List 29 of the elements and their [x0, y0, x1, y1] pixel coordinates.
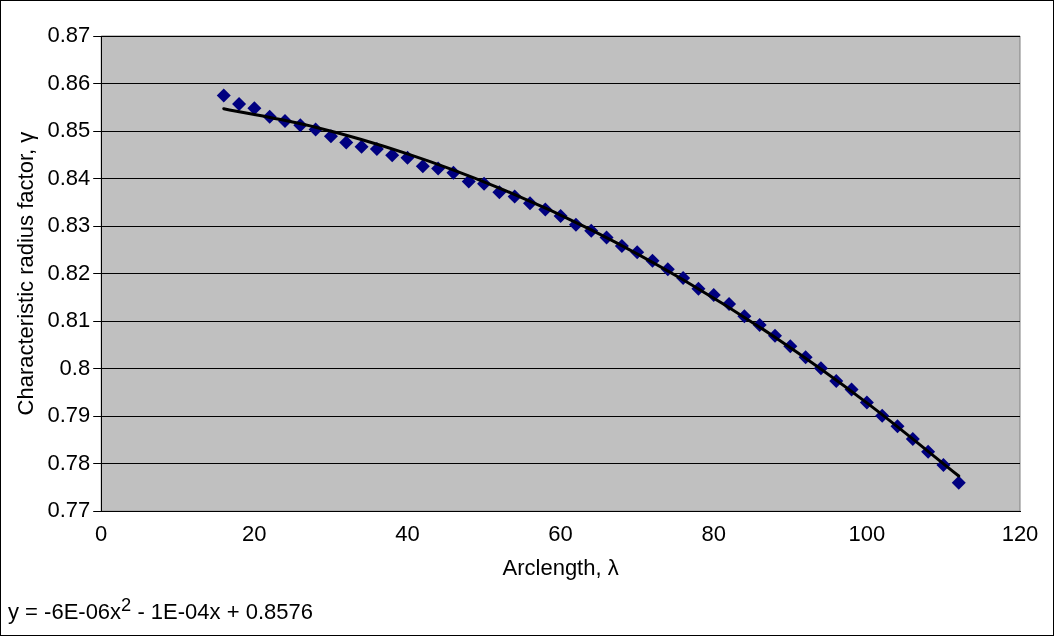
y-tick-label: 0.86: [47, 69, 91, 95]
x-axis-title: Arclength, λ: [502, 554, 619, 580]
y-tick-label: 0.77: [47, 497, 91, 523]
point: [951, 475, 966, 490]
y-axis-title: Characteristic radius factor, γ: [13, 131, 39, 416]
y-tick-label: 0.79: [47, 402, 91, 428]
y-tick-label: 0.81: [47, 307, 91, 333]
x-tick-label: 20: [242, 521, 267, 547]
point: [232, 96, 247, 111]
text: y = -6E-06x$^{2}$ - 1E-04x + 0.8576: [8, 594, 313, 626]
y-tick-label: 0.87: [47, 22, 91, 48]
y-tick-label: 0.8: [59, 354, 91, 380]
x-tick-label: 0: [95, 521, 108, 547]
x-tick-label: 40: [395, 521, 420, 547]
x-tick-label: 80: [701, 521, 726, 547]
point: [354, 139, 369, 154]
y-tick-label: 0.83: [47, 212, 91, 238]
x-tick-label: 120: [1001, 521, 1039, 547]
point: [415, 159, 430, 174]
point: [339, 135, 354, 150]
y-tick-label: 0.85: [47, 117, 91, 143]
x-tick-label: 100: [848, 521, 886, 547]
y-tick-label: 0.78: [47, 449, 91, 475]
point: [216, 88, 231, 103]
y-tick-label: 0.82: [47, 259, 91, 285]
point: [247, 101, 262, 116]
point: [385, 148, 400, 163]
x-tick-label: 60: [548, 521, 573, 547]
y-tick-label: 0.84: [47, 164, 91, 190]
